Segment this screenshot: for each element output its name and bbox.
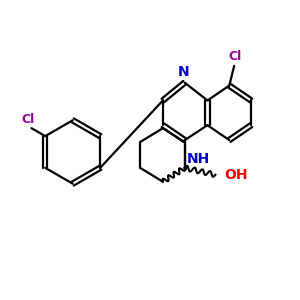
Text: Cl: Cl [21, 113, 34, 126]
Text: Cl: Cl [229, 50, 242, 63]
Text: N: N [178, 65, 190, 79]
Text: OH: OH [224, 168, 248, 182]
Text: NH: NH [187, 152, 210, 166]
